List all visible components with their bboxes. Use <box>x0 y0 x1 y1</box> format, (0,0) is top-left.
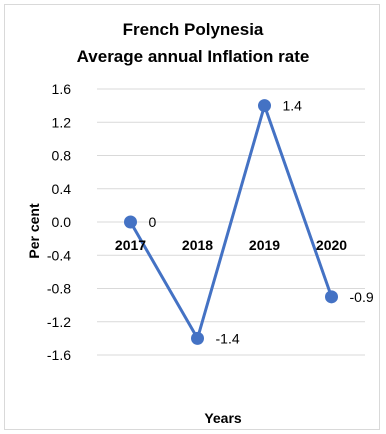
y-tick-label: 1.2 <box>52 114 72 130</box>
data-label: 0 <box>149 214 157 230</box>
y-tick-label: -1.2 <box>47 314 71 330</box>
data-label: -0.9 <box>350 289 374 305</box>
y-tick-label: 0.4 <box>52 181 72 197</box>
y-tick-label: -0.4 <box>47 247 71 263</box>
x-axis-title: Years <box>204 410 242 426</box>
data-labels: 0 -1.4 1.4 -0.9 <box>149 98 374 347</box>
y-tick-label: -0.8 <box>47 281 71 297</box>
y-axis-title: Per cent <box>26 203 42 259</box>
chart-frame: French Polynesia Average annual Inflatio… <box>4 4 380 430</box>
y-tick-label: 0.8 <box>52 148 72 164</box>
y-tick-label: 1.6 <box>52 81 72 97</box>
x-category-label: 2017 <box>115 237 146 253</box>
data-point-marker <box>124 215 137 229</box>
x-category-label: 2019 <box>249 237 280 253</box>
data-label: 1.4 <box>283 98 303 114</box>
data-point-marker <box>191 331 204 345</box>
chart-title: French Polynesia <box>123 20 264 39</box>
data-point-marker <box>325 290 338 304</box>
data-point-marker <box>258 99 271 113</box>
chart-subtitle: Average annual Inflation rate <box>77 47 310 66</box>
y-tick-label: -1.6 <box>47 347 71 363</box>
y-tick-label: 0.0 <box>52 214 72 230</box>
series-line-group <box>124 99 338 345</box>
x-category-label: 2020 <box>316 237 347 253</box>
y-axis-ticks: 1.6 1.2 0.8 0.4 0.0 -0.4 -0.8 -1.2 -1.6 <box>47 81 71 363</box>
x-axis-categories: 2017 2018 2019 2020 <box>115 237 347 253</box>
line-chart: French Polynesia Average annual Inflatio… <box>26 20 374 426</box>
series-line <box>129 104 333 340</box>
x-category-label: 2018 <box>182 237 213 253</box>
data-label: -1.4 <box>216 330 240 346</box>
